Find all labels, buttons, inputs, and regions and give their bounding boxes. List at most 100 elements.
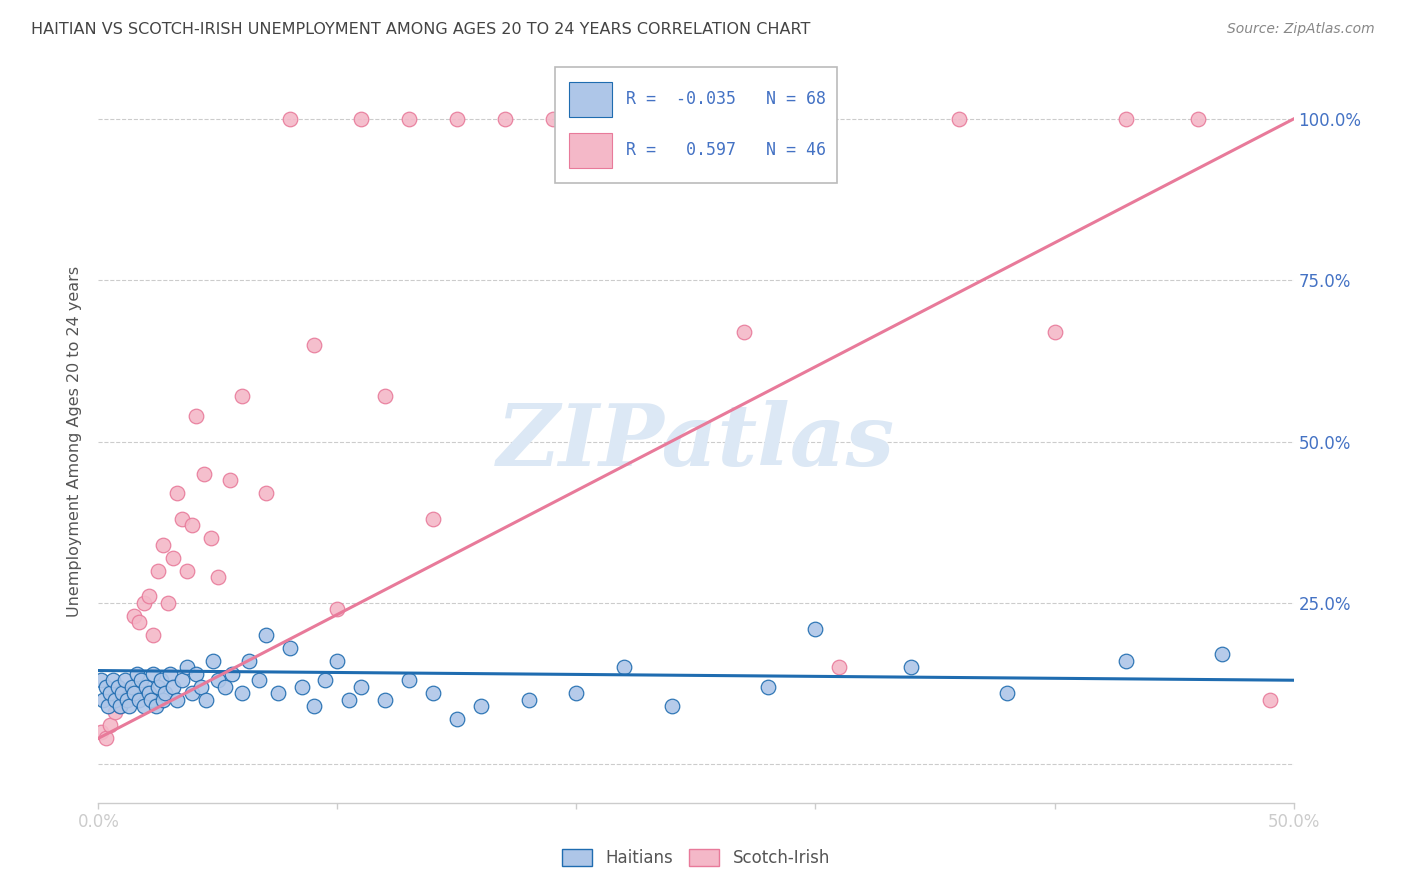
- Point: [135, 680, 157, 694]
- Point: [374, 692, 396, 706]
- Point: [159, 666, 181, 681]
- Point: [107, 680, 129, 694]
- Point: [238, 654, 260, 668]
- Point: [128, 615, 150, 630]
- Point: [302, 699, 325, 714]
- Point: [176, 660, 198, 674]
- Point: [190, 680, 212, 694]
- Point: [422, 686, 444, 700]
- Point: [166, 692, 188, 706]
- Point: [200, 531, 222, 545]
- Point: [152, 692, 174, 706]
- Point: [278, 112, 301, 126]
- Point: [231, 389, 253, 403]
- Point: [108, 699, 131, 714]
- Point: [565, 686, 588, 700]
- Point: [180, 686, 202, 700]
- Point: [115, 692, 138, 706]
- Point: [148, 564, 170, 578]
- Point: [142, 666, 165, 681]
- Point: [186, 666, 208, 681]
- Point: [828, 660, 851, 674]
- Point: [111, 686, 134, 700]
- Point: [121, 680, 143, 694]
- Point: [589, 112, 612, 126]
- Point: [124, 608, 146, 623]
- Point: [995, 686, 1018, 700]
- Point: [162, 550, 184, 565]
- Point: [1211, 648, 1233, 662]
- Point: [446, 112, 468, 126]
- Point: [138, 686, 160, 700]
- Point: [254, 628, 277, 642]
- Point: [948, 112, 970, 126]
- Point: [104, 706, 127, 720]
- Point: [131, 673, 153, 688]
- Point: [278, 640, 301, 655]
- Point: [142, 628, 165, 642]
- Text: R =  -0.035   N = 68: R = -0.035 N = 68: [626, 90, 825, 108]
- Point: [398, 673, 420, 688]
- Point: [207, 570, 229, 584]
- Point: [176, 564, 198, 578]
- Point: [326, 654, 349, 668]
- Point: [118, 686, 141, 700]
- Point: [214, 680, 236, 694]
- Point: [193, 467, 215, 481]
- Point: [138, 590, 160, 604]
- Point: [291, 680, 314, 694]
- Point: [118, 699, 141, 714]
- Point: [661, 112, 683, 126]
- Point: [326, 602, 349, 616]
- Point: [350, 112, 373, 126]
- Point: [374, 389, 396, 403]
- Point: [132, 699, 155, 714]
- Point: [104, 692, 127, 706]
- Text: HAITIAN VS SCOTCH-IRISH UNEMPLOYMENT AMONG AGES 20 TO 24 YEARS CORRELATION CHART: HAITIAN VS SCOTCH-IRISH UNEMPLOYMENT AMO…: [31, 22, 810, 37]
- Point: [661, 699, 683, 714]
- Point: [494, 112, 516, 126]
- Text: Source: ZipAtlas.com: Source: ZipAtlas.com: [1227, 22, 1375, 37]
- Point: [132, 596, 155, 610]
- Point: [339, 692, 361, 706]
- Point: [98, 718, 122, 732]
- Point: [149, 673, 172, 688]
- Point: [613, 660, 636, 674]
- Bar: [569, 82, 612, 117]
- Point: [162, 680, 184, 694]
- Bar: [569, 133, 612, 168]
- Point: [108, 699, 131, 714]
- Point: [195, 692, 218, 706]
- Point: [98, 686, 122, 700]
- Point: [541, 112, 564, 126]
- Point: [125, 666, 148, 681]
- Point: [267, 686, 290, 700]
- Point: [247, 673, 270, 688]
- Point: [180, 518, 202, 533]
- Point: [145, 699, 167, 714]
- Point: [152, 538, 174, 552]
- Point: [148, 680, 170, 694]
- Text: ZIPatlas: ZIPatlas: [496, 400, 896, 483]
- Point: [470, 699, 492, 714]
- Point: [186, 409, 208, 423]
- Point: [202, 654, 225, 668]
- Point: [350, 680, 373, 694]
- Point: [315, 673, 337, 688]
- Point: [398, 112, 420, 126]
- Point: [1115, 654, 1137, 668]
- Point: [804, 622, 827, 636]
- Point: [517, 692, 540, 706]
- Point: [101, 673, 124, 688]
- FancyBboxPatch shape: [555, 67, 837, 183]
- Point: [90, 673, 112, 688]
- Point: [422, 512, 444, 526]
- Point: [139, 692, 162, 706]
- Point: [90, 724, 112, 739]
- Point: [221, 666, 243, 681]
- Point: [172, 673, 194, 688]
- Point: [1043, 325, 1066, 339]
- Point: [1115, 112, 1137, 126]
- Point: [91, 692, 114, 706]
- Point: [172, 512, 194, 526]
